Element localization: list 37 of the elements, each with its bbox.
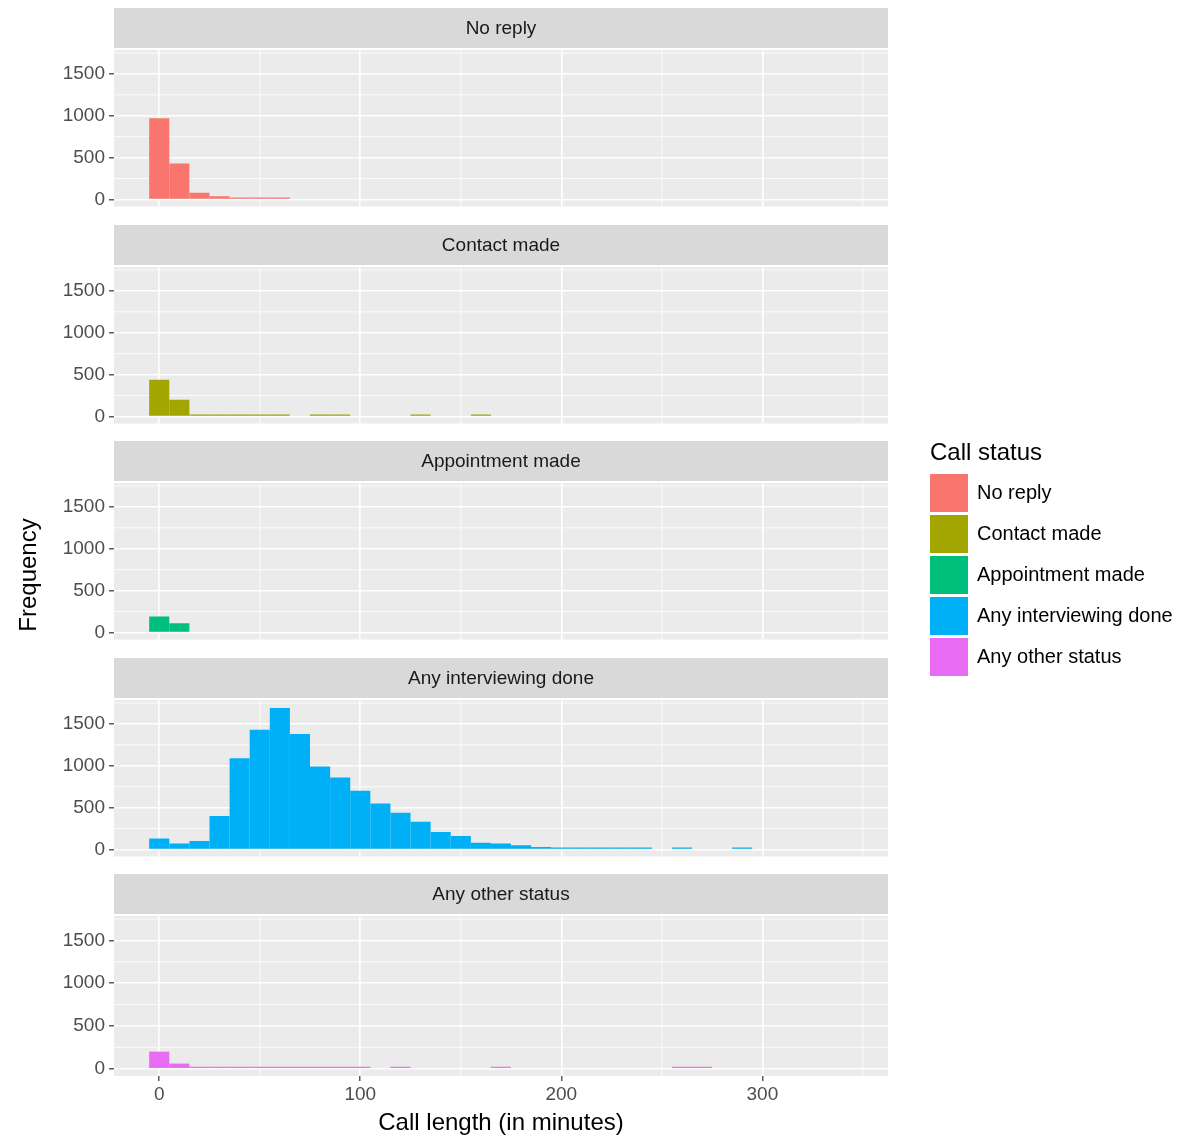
y-tick-label: 0: [94, 404, 105, 426]
y-tick-label: 1500: [62, 62, 105, 84]
y-tick-label: 1500: [62, 712, 105, 734]
y-tick-label: 500: [73, 1014, 105, 1036]
x-tick-label: 0: [153, 1082, 165, 1104]
legend-title: Call status: [930, 438, 1044, 466]
chart-title: Appointment made: [421, 450, 581, 472]
x-axis-title: Call length (in minutes): [378, 1108, 624, 1136]
y-tick-label: 500: [73, 578, 105, 600]
y-tick-label: 1500: [62, 495, 105, 517]
legend-label: Contact made: [977, 522, 1102, 545]
y-tick-label: 1000: [62, 320, 105, 342]
x-tick-label: 100: [344, 1082, 377, 1104]
y-tick-label: 1000: [62, 971, 105, 993]
y-tick-label: 500: [73, 145, 105, 167]
y-tick-label: 1500: [62, 279, 105, 301]
chart-title: Contact made: [441, 234, 561, 256]
y-tick-label: 1000: [62, 536, 105, 558]
legend-label: Appointment made: [977, 563, 1145, 586]
y-tick-label: 1000: [62, 103, 105, 125]
legend-label: Any interviewing done: [977, 604, 1173, 627]
x-tick-label: 300: [746, 1082, 779, 1104]
y-tick-label: 0: [94, 837, 105, 859]
chart-title: No reply: [465, 17, 537, 39]
y-tick-label: 500: [73, 795, 105, 817]
y-tick-label: 1000: [62, 753, 105, 775]
chart-title: Any interviewing done: [408, 667, 594, 689]
y-tick-label: 0: [94, 620, 105, 642]
legend-label: No reply: [977, 481, 1052, 504]
y-tick-label: 0: [94, 187, 105, 209]
chart-title: Any other status: [432, 883, 570, 905]
y-axis-title: Frequency: [14, 518, 42, 632]
y-tick-label: 1500: [62, 928, 105, 950]
y-tick-label: 0: [94, 1056, 105, 1078]
legend-label: Any other status: [977, 645, 1122, 668]
x-tick-label: 200: [545, 1082, 578, 1104]
y-tick-label: 500: [73, 362, 105, 384]
